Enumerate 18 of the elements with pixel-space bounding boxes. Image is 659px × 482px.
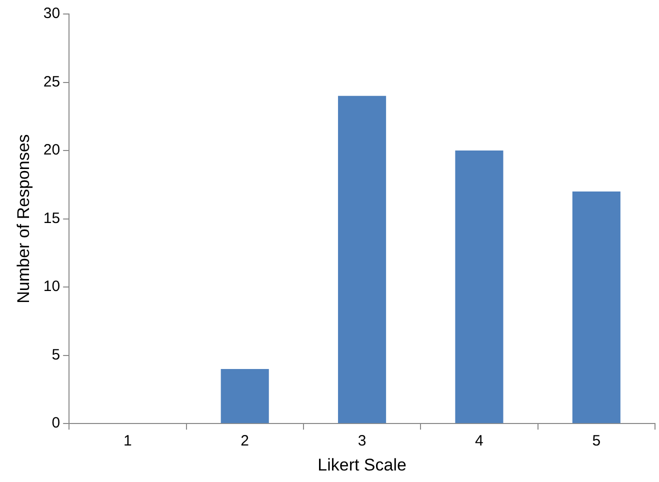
x-tick-label: 3: [358, 432, 366, 450]
y-tick-label: 0: [52, 414, 60, 432]
bar: [455, 150, 504, 424]
bar: [572, 191, 620, 424]
x-tick-label: 5: [592, 432, 601, 450]
y-tick-label: 15: [43, 210, 60, 227]
y-tick-label: 25: [43, 73, 60, 90]
y-tick-label: 5: [52, 346, 60, 364]
x-tick-label: 4: [475, 432, 484, 450]
bar: [338, 96, 386, 424]
x-axis-title: Likert Scale: [318, 455, 406, 474]
x-tick-label: 1: [124, 432, 132, 450]
y-tick-label: 20: [43, 142, 60, 159]
y-tick-label: 30: [43, 5, 60, 22]
y-axis-title: Number of Responses: [14, 134, 33, 304]
x-tick-label: 2: [240, 432, 250, 450]
bar: [220, 368, 269, 424]
y-tick-label: 10: [43, 278, 60, 296]
